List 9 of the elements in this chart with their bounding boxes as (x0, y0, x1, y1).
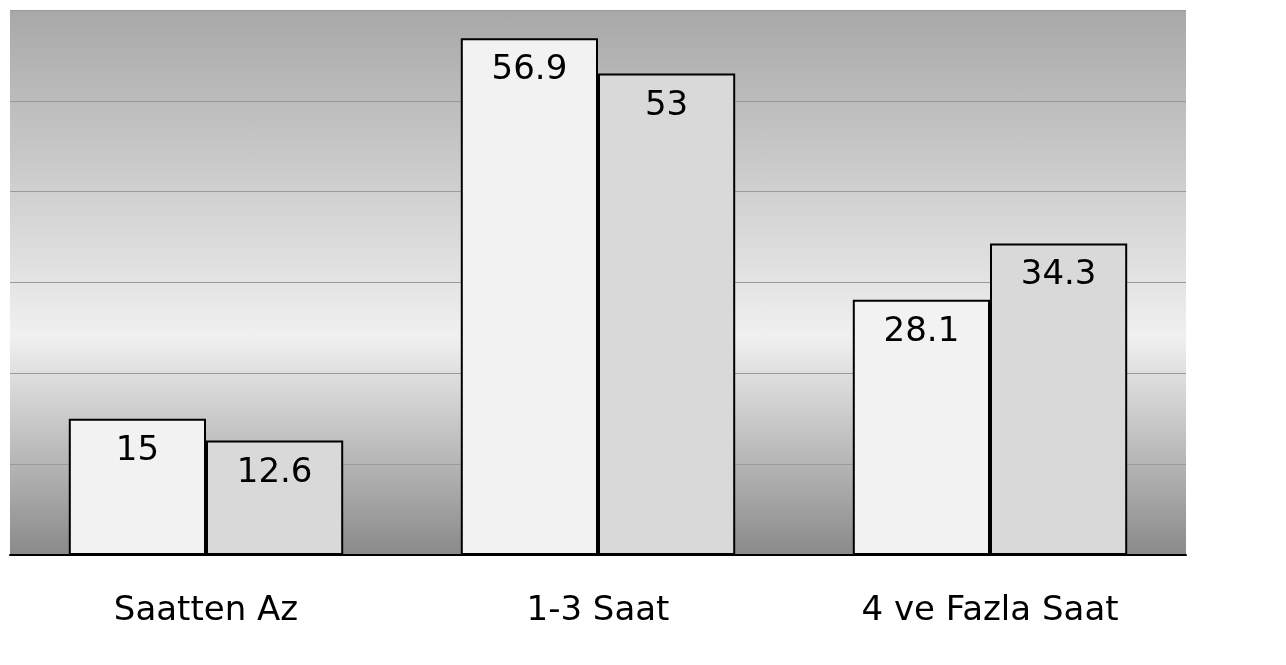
data-label: 53 (644, 82, 689, 123)
data-label: 56.9 (491, 47, 568, 88)
data-label: 34.3 (1020, 252, 1097, 293)
x-tick-label: 4 ve Fazla Saat (861, 588, 1119, 628)
data-label: 15 (115, 427, 160, 468)
data-label: 12.6 (236, 449, 313, 490)
data-label: 28.1 (883, 308, 960, 349)
x-tick-label: Saatten Az (113, 588, 299, 628)
x-tick-label: 1-3 Saat (526, 588, 670, 628)
